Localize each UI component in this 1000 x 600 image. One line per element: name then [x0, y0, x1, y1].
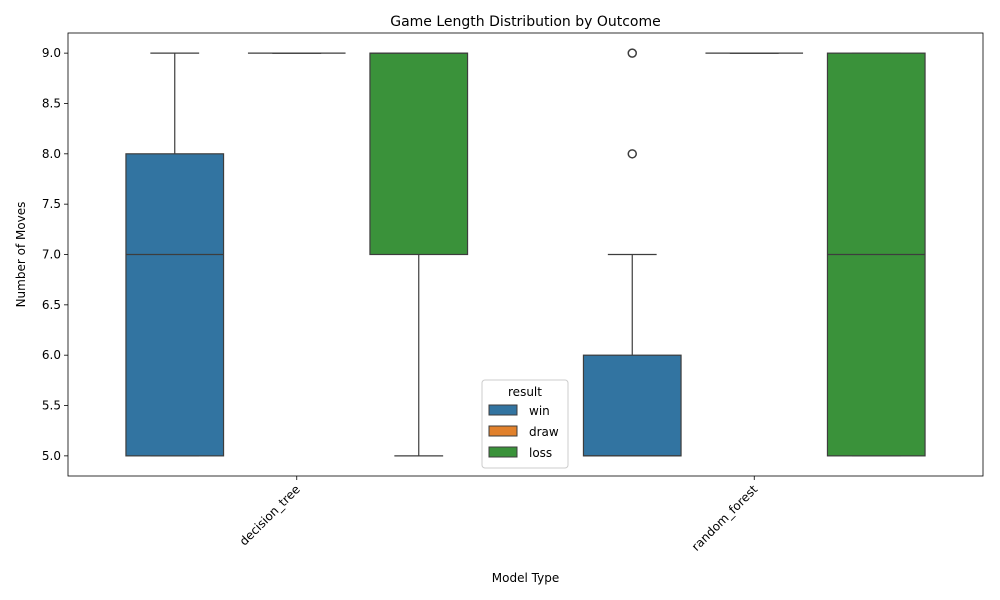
box-win-random_forest	[582, 48, 682, 457]
legend-swatch	[488, 404, 518, 416]
box-loss-random_forest	[826, 52, 926, 457]
y-tick-label: 6.0	[42, 348, 61, 362]
legend-title: result	[508, 385, 542, 399]
box-loss-decision_tree	[369, 52, 469, 457]
x-tick-label: random_forest	[689, 482, 761, 554]
y-tick-label: 9.0	[42, 46, 61, 60]
y-tick-label: 5.5	[42, 399, 61, 413]
legend-item-win: win	[488, 404, 550, 418]
box-win-decision_tree	[125, 52, 225, 457]
box-body	[369, 52, 469, 256]
legend-swatch	[488, 446, 518, 458]
outlier-point	[627, 149, 637, 159]
outlier-point	[627, 48, 637, 58]
x-axis-title: Model Type	[492, 571, 559, 585]
y-tick-label: 7.5	[42, 197, 61, 211]
x-tick-label: decision_tree	[237, 482, 303, 548]
legend-label: loss	[529, 446, 552, 460]
y-tick-label: 7.0	[42, 248, 61, 262]
box-body	[582, 354, 682, 457]
legend-label: win	[529, 404, 550, 418]
y-axis: 5.0 5.5 6.0 6.5 7.0 7.5 8.0 8.5 9.0	[42, 46, 68, 463]
y-tick-label: 5.0	[42, 449, 61, 463]
y-tick-label: 8.0	[42, 147, 61, 161]
chart-title: Game Length Distribution by Outcome	[390, 14, 661, 30]
y-tick-label: 8.5	[42, 96, 61, 110]
x-axis: decision_tree random_forest	[237, 476, 761, 554]
plot-area	[125, 48, 926, 457]
legend-item-draw: draw	[488, 425, 559, 439]
y-tick-label: 6.5	[42, 298, 61, 312]
legend-swatch	[488, 425, 518, 437]
legend-items: win draw loss	[488, 404, 559, 460]
legend-item-loss: loss	[488, 446, 552, 460]
legend: result win draw loss	[481, 379, 569, 469]
legend-label: draw	[529, 425, 559, 439]
box-body	[125, 153, 225, 457]
legend-frame	[481, 379, 569, 469]
y-axis-title: Number of Moves	[14, 202, 28, 308]
